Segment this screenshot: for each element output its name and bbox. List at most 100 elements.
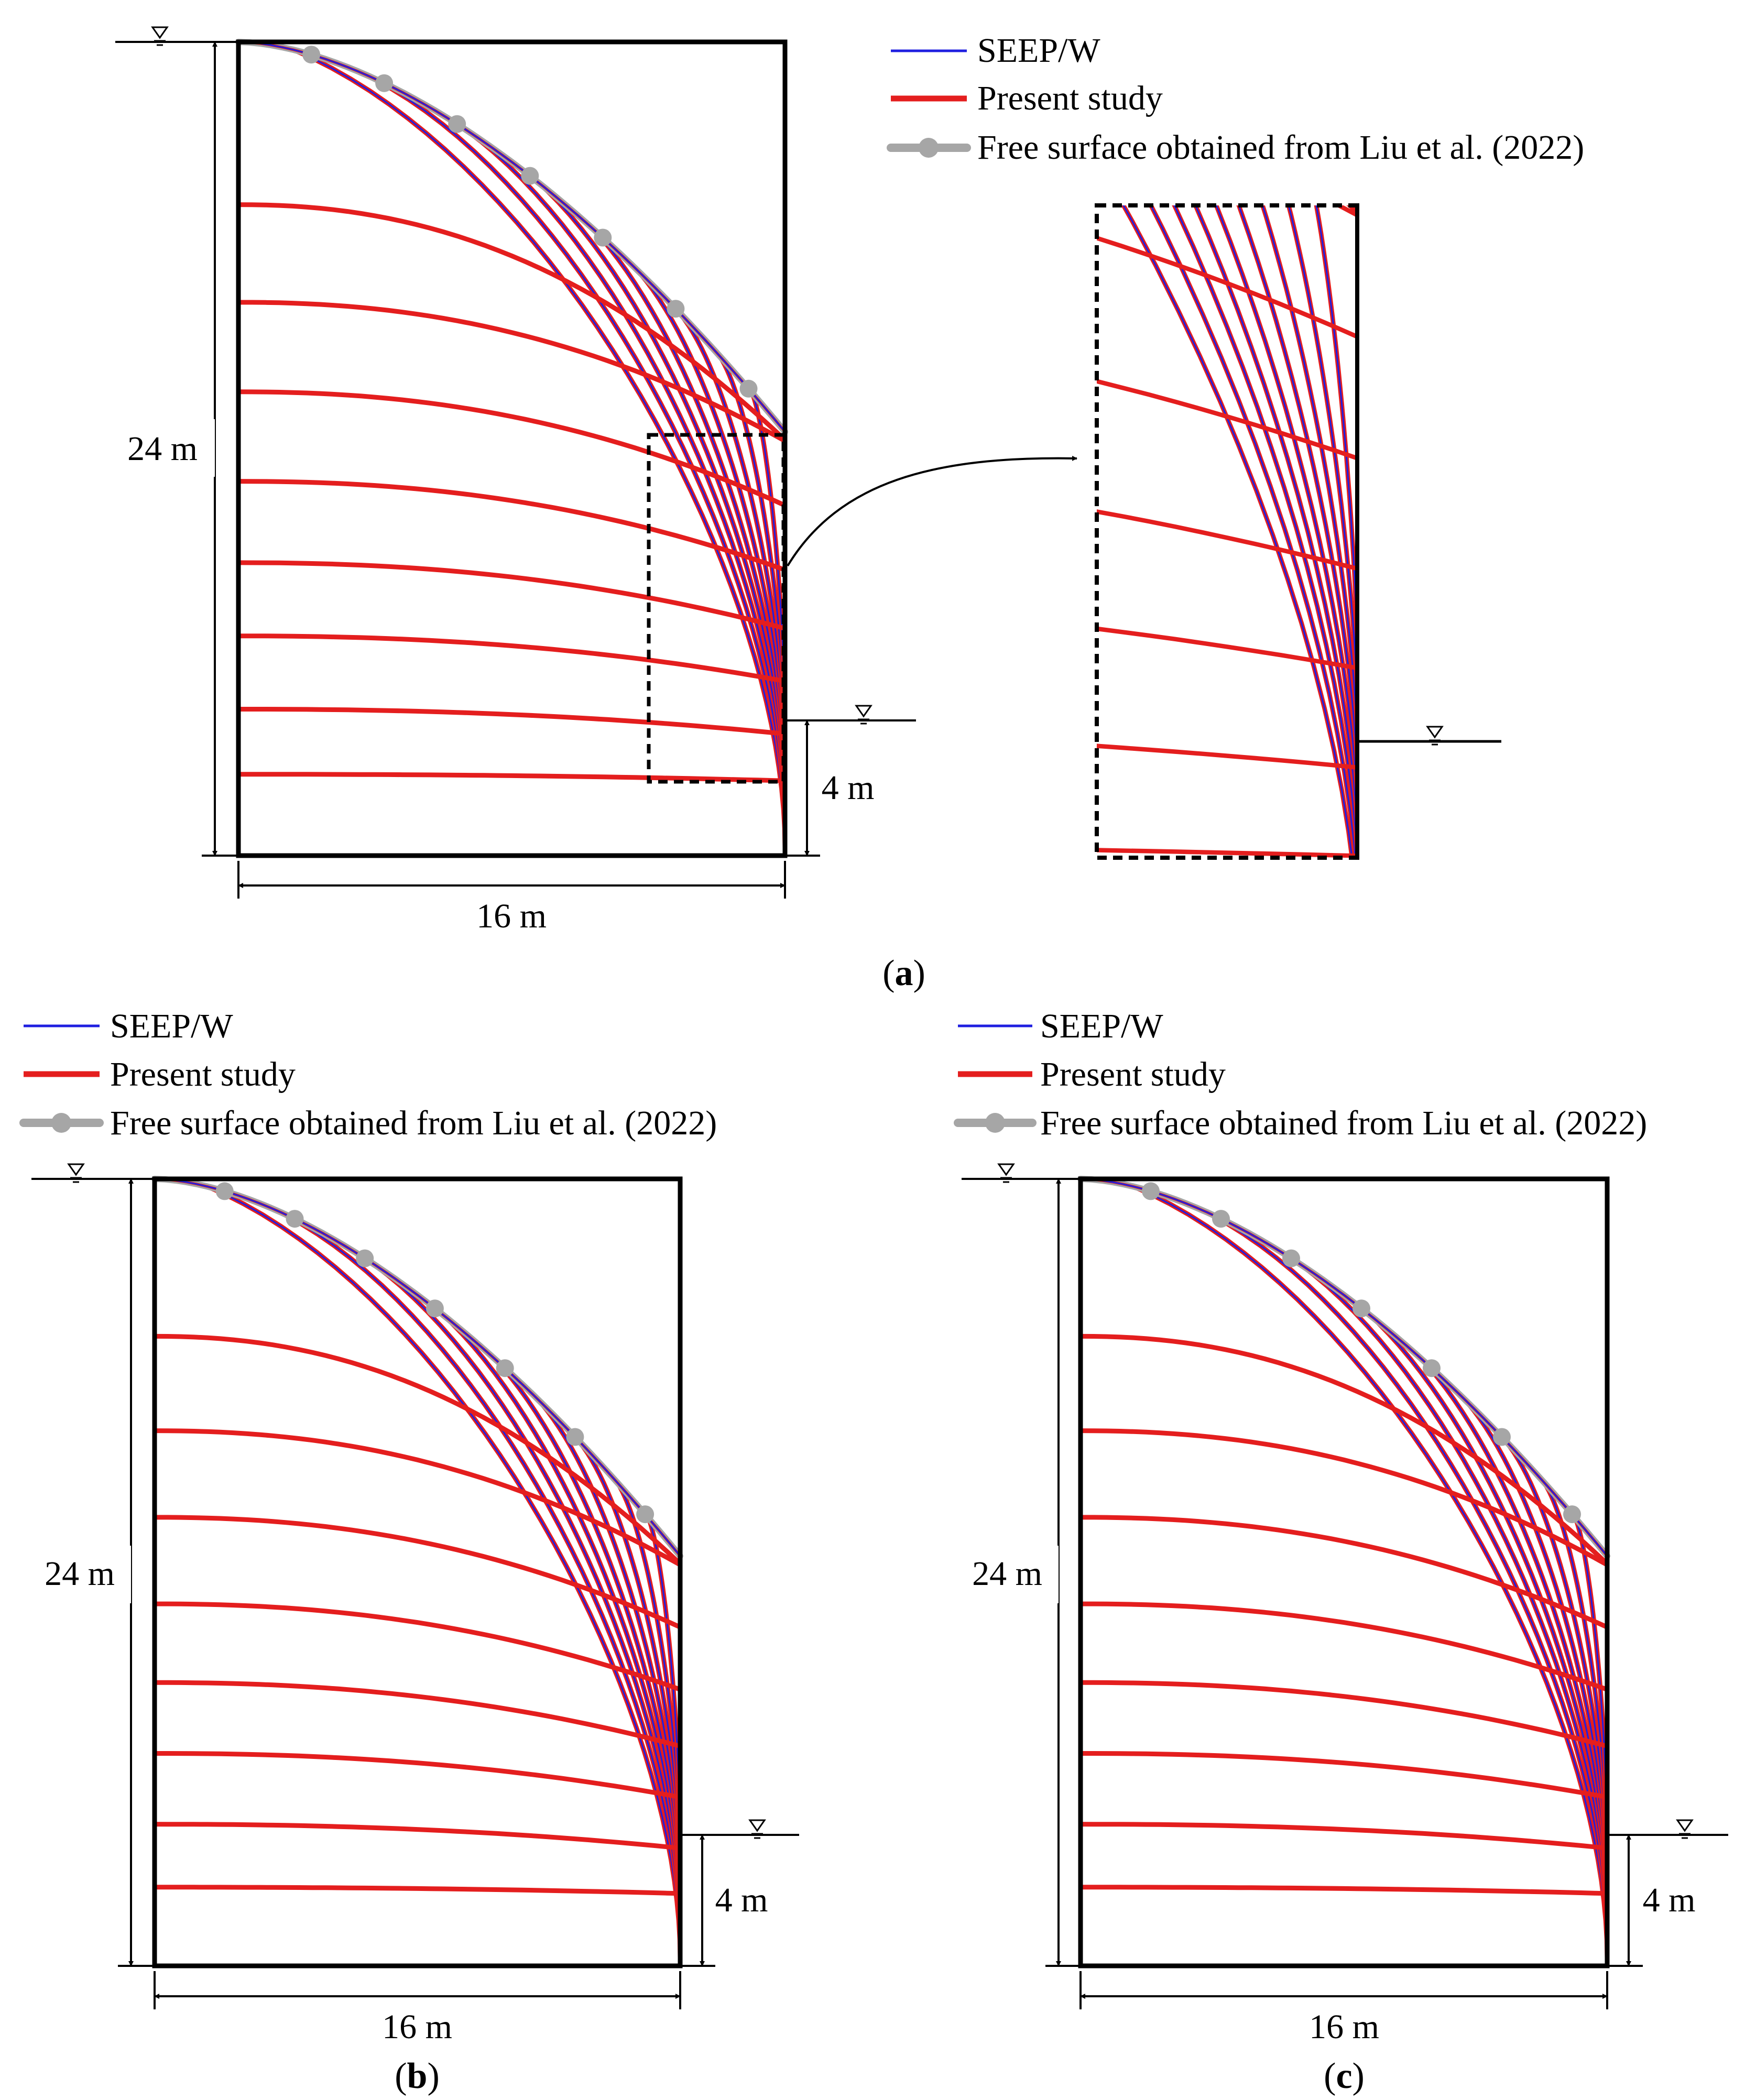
free-surface-marker (426, 1299, 444, 1318)
flow-line-present (1078, 1428, 1610, 1568)
flow-line-present (1097, 848, 1357, 858)
free-surface-marker (521, 167, 539, 185)
flow-net-a (235, 39, 788, 850)
flow-line-present (1078, 1601, 1610, 1692)
height-dimension-c: 24 m (956, 1178, 1081, 1967)
zoom-arrow (787, 455, 1077, 567)
panel-c: 24 m 16 m 4 m (c) (956, 1163, 1728, 2096)
free-surface-marker (356, 1249, 374, 1267)
zoom-region-box (647, 433, 786, 784)
flow-line-present (152, 1751, 683, 1800)
legend-a: SEEP/W Present study Free surface obtain… (887, 31, 1584, 167)
free-surface-line (1077, 1176, 1610, 1559)
equipotential-line-seep (1322, 1278, 1608, 1917)
free-surface-marker (448, 115, 466, 133)
free-surface-seep (154, 1178, 681, 1557)
legend-present-label: Present study (1040, 1055, 1226, 1093)
width-label: 16 m (1309, 2008, 1379, 2046)
panel-label-b: (b) (395, 2056, 440, 2096)
free-surface-marker (286, 1210, 304, 1228)
flow-net-c (1077, 1176, 1610, 1961)
free-surface-present (303, 0, 1360, 200)
downstream-water-level-a (785, 705, 916, 725)
free-surface-marker (496, 1359, 514, 1377)
downstream-water-level-c (1607, 1819, 1728, 1839)
domain-boundary-b (152, 1176, 683, 1968)
free-surface-marker (375, 74, 394, 92)
panel-label-c: (c) (1324, 2056, 1365, 2096)
flow-line-present (236, 772, 788, 783)
legend-b: SEEP/W Present study Free surface obtain… (19, 1007, 717, 1142)
equipotential-line-seep (1261, 205, 1357, 741)
equipotential-line-seep (1238, 205, 1357, 773)
outlet-dimension-a: 4 m (785, 720, 874, 857)
outlet-label: 4 m (715, 1881, 768, 1919)
free-surface-marker (1493, 1428, 1511, 1446)
flow-net-b (151, 1176, 683, 1961)
free-surface-seep (303, 0, 1360, 200)
free-surface-marker (1212, 1210, 1230, 1228)
upstream-water-level-b (31, 1163, 155, 1183)
water-level-symbol-icon (151, 26, 169, 46)
legend-seep-label: SEEP/W (1040, 1007, 1163, 1045)
flow-line-present (152, 1822, 683, 1851)
equipotential-line-seep (1173, 205, 1357, 858)
flow-line-present (1078, 1333, 1610, 1567)
flow-line-present (1078, 1751, 1610, 1800)
equipotential-line-seep (332, 1238, 681, 1931)
height-label: 24 m (127, 430, 198, 468)
water-level-symbol-icon (1676, 1819, 1694, 1839)
flow-net-zoom (303, 0, 1360, 858)
height-label: 24 m (45, 1555, 115, 1593)
width-label: 16 m (382, 2008, 452, 2046)
free-surface-seep (1079, 1178, 1608, 1557)
free-surface-marker (566, 1428, 584, 1446)
flow-line-present (1078, 1822, 1610, 1851)
flow-line-present (152, 1885, 683, 1896)
free-surface-marker (1142, 1182, 1160, 1200)
equipotential-line-seep (206, 1185, 681, 1959)
flow-line-present (1346, 205, 1357, 215)
flow-line-present (152, 1333, 683, 1567)
legend-free-surface-label: Free surface obtained from Liu et al. (2… (977, 128, 1584, 167)
flow-line-present (1097, 509, 1357, 571)
flow-line-present (236, 707, 788, 737)
equipotential-line-seep (489, 145, 786, 805)
width-dimension-b: 16 m (154, 1971, 681, 2046)
equipotential-line-seep (1259, 1238, 1608, 1931)
flow-line-present (236, 479, 788, 573)
water-level-symbol-icon (1426, 726, 1444, 746)
flow-line-present (1334, 205, 1357, 218)
free-surface-present (237, 40, 787, 433)
domain-boundary-c (1078, 1176, 1610, 1968)
zoomed-inset (303, 0, 1501, 860)
free-surface-marker (1282, 1249, 1300, 1267)
downstream-water-level-zoom (1357, 726, 1501, 746)
water-level-symbol-icon (748, 1819, 766, 1839)
free-surface-line (151, 1176, 683, 1559)
free-surface-marker (594, 228, 612, 247)
free-surface-marker (667, 300, 685, 318)
flow-line-present (236, 202, 788, 443)
equipotential-line-seep (1194, 205, 1357, 833)
flow-line-present (152, 1680, 683, 1749)
free-surface-marker (1353, 1299, 1370, 1318)
equipotential-line-seep (1315, 205, 1357, 651)
flow-line-present (152, 1428, 683, 1568)
panel-a: 24 m 16 m 4 m (a) (110, 26, 1077, 993)
legend-free-surface-label: Free surface obtained from Liu et al. (2… (1040, 1104, 1647, 1142)
free-surface-present (1079, 1177, 1609, 1558)
outlet-dimension-c: 4 m (1607, 1834, 1696, 1967)
outlet-label: 4 m (1643, 1881, 1696, 1919)
flow-line-present (1078, 1680, 1610, 1749)
free-surface-line (303, 0, 1360, 200)
water-level-symbol-icon (855, 705, 872, 725)
legend-c: SEEP/W Present study Free surface obtain… (954, 1007, 1647, 1142)
equipotential-line-seep (554, 195, 786, 791)
width-label: 16 m (476, 897, 547, 935)
equipotential-line-seep (423, 103, 786, 819)
water-level-symbol-icon (67, 1163, 85, 1183)
legend-free-surface-marker (985, 1113, 1005, 1133)
flow-line-present (236, 633, 788, 684)
